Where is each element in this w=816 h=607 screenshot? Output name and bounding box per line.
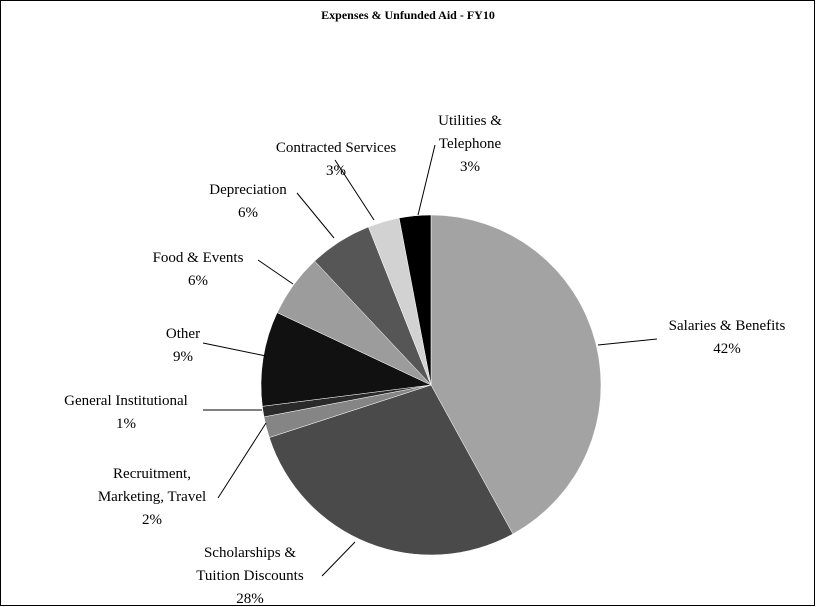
leader-line (321, 541, 356, 577)
slice-value-label: 3% (326, 163, 346, 179)
slice-value-label: 6% (188, 273, 208, 289)
slice-value-label: 3% (460, 159, 480, 175)
pie-slice (260, 312, 432, 407)
pie-slice (398, 214, 432, 386)
leader-line (202, 342, 267, 357)
slice-value-label: 2% (142, 512, 162, 528)
slice-value-label: 6% (238, 205, 258, 221)
leader-line (257, 259, 294, 285)
chart-title: Expenses & Unfunded Aid - FY10 (321, 8, 495, 22)
slice-label: Food & Events (153, 250, 244, 266)
slice-label: Contracted Services (276, 140, 397, 156)
leader-line (217, 422, 267, 499)
slice-label: Salaries & Benefits (669, 318, 786, 334)
pie-slice (269, 384, 514, 556)
slice-label: Other (166, 326, 200, 342)
slice-label: Recruitment, Marketing, Travel (98, 466, 206, 505)
slice-label: General Institutional (64, 393, 188, 409)
leader-line (417, 144, 436, 216)
slice-value-label: 1% (116, 416, 136, 432)
slice-value-label: 28% (236, 591, 264, 607)
pie-slice (430, 214, 602, 535)
slice-label: Utilities & Telephone (438, 113, 502, 152)
slice-label: Depreciation (209, 182, 287, 198)
slice-value-label: 9% (173, 349, 193, 365)
slice-value-label: 42% (713, 341, 741, 357)
leader-line (296, 192, 335, 239)
slice-label: Scholarships & Tuition Discounts (196, 545, 304, 584)
leader-line (334, 159, 375, 221)
leader-line (597, 338, 658, 346)
